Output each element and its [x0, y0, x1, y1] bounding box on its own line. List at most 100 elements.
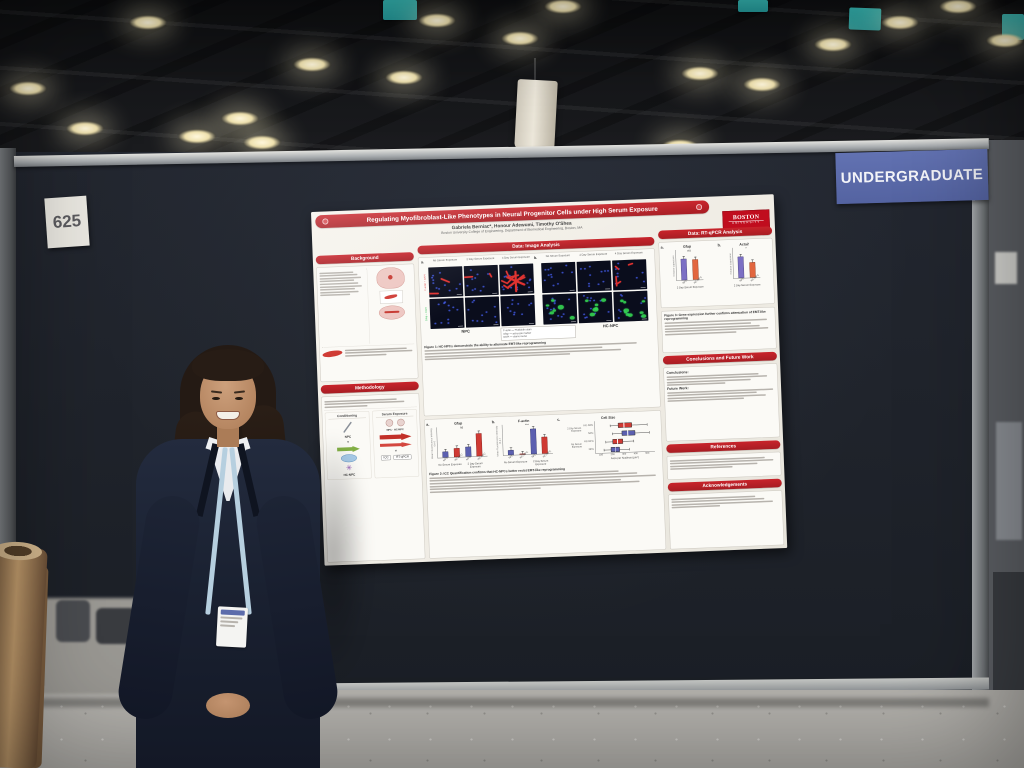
dapi-nucleus	[438, 288, 441, 290]
error-bar	[683, 256, 685, 260]
board-floor-shadow	[14, 698, 989, 707]
x-tick-label: 200	[610, 453, 615, 457]
stain-legend: F-actin — Phalloidin stain Gfap — astroc…	[500, 324, 577, 341]
whisker-cap	[612, 432, 613, 436]
dapi-nucleus	[432, 279, 435, 281]
dapi-nucleus	[448, 309, 451, 312]
category-sign-label: UNDERGRADUATE	[840, 166, 984, 187]
dapi-nucleus	[619, 310, 622, 313]
median-line	[627, 430, 629, 436]
group-label: 2 Day Serum Exposure	[467, 462, 483, 469]
dapi-nucleus	[455, 287, 458, 290]
dapi-nucleus	[511, 299, 514, 301]
ceiling-light	[986, 33, 1024, 48]
gfap-cell	[641, 300, 646, 303]
col-header: 4 Day Serum Exposure	[614, 251, 643, 256]
gfap-cell	[594, 303, 599, 306]
spinal-cord-section-illustration	[376, 266, 405, 290]
col-header: 4 Day Serum Exposure	[501, 255, 530, 260]
dapi-nucleus	[589, 274, 592, 276]
ceiling-light	[129, 15, 167, 30]
dapi-nucleus	[579, 268, 582, 270]
chart-group-labels: 2 Day Serum Exposure	[677, 285, 704, 290]
hanging-sign-teal	[383, 0, 417, 20]
chart-title: Acta2	[739, 242, 749, 247]
microscopy-grid	[428, 259, 649, 329]
person	[114, 345, 342, 768]
gfap-cell	[569, 316, 575, 320]
dapi-nucleus	[592, 299, 595, 302]
gfap-cell	[592, 307, 599, 312]
microscopy-grid-wrap: F-actin + DAPI Gfap + DAPI	[421, 259, 654, 329]
group-label: No Serum Exposure	[503, 460, 528, 465]
dapi-nucleus	[616, 272, 619, 275]
background-diagram	[366, 266, 415, 344]
person-eye	[235, 397, 243, 401]
logo-line2: UNIVERSITY	[731, 220, 761, 225]
section-header-references: References	[666, 440, 781, 454]
ceiling-light	[939, 0, 977, 14]
bu-seal-icon	[695, 203, 703, 211]
error-bar	[740, 253, 742, 257]
scale-bar	[457, 325, 463, 327]
group-label-npc: NPC	[461, 328, 470, 334]
person-hair	[192, 349, 264, 381]
dapi-nucleus	[606, 270, 609, 272]
whisker-cap	[603, 448, 605, 452]
row-label: NPC	[588, 448, 595, 452]
gfap-cell	[589, 312, 596, 317]
chart-plot	[594, 419, 655, 455]
microscopy-image	[613, 290, 649, 322]
ceiling-light	[743, 77, 781, 92]
figure3-body	[664, 318, 773, 336]
ceiling-light	[243, 135, 281, 150]
significance-annotation: ns	[459, 426, 464, 430]
qpcr-acta2-chart: Acta2 Relative Expression * NPC HC-NPC 2 Day …	[719, 242, 772, 288]
dapi-nucleus	[562, 313, 565, 316]
dapi-nucleus	[432, 282, 435, 285]
scale-bar	[569, 289, 575, 291]
dapi-nucleus	[447, 304, 450, 307]
icc-charts-row: a. Gfap Mean Fluorescence Intensity (a.u.…	[426, 414, 660, 471]
whisker-cap	[605, 440, 607, 444]
microscopy-image	[576, 260, 612, 292]
panel-letter-b: b.	[717, 242, 721, 248]
qpcr-panel: a. Gfap Relative Expression ns NPC HC-NPC 2 D…	[658, 237, 775, 309]
references-body	[669, 456, 778, 471]
research-poster: Regulating Myofibroblast-Like Phenotypes…	[311, 194, 788, 566]
error-bar	[456, 445, 458, 449]
microscopy-image	[499, 263, 535, 295]
dapi-nucleus	[456, 308, 459, 311]
chart-bar	[529, 426, 537, 455]
dapi-nucleus	[512, 313, 515, 316]
whisker-cap	[646, 423, 648, 426]
dapi-nucleus	[452, 306, 455, 309]
section-header-conclusions: Conclusions and Future Work	[662, 351, 778, 365]
col-header: 2 Day Serum Exposure	[466, 256, 495, 262]
chart-plot-area: * NPC HC-NPC 2 Day Serum Exposure	[732, 247, 761, 288]
dapi-nucleus	[470, 278, 474, 280]
gfap-cell	[551, 299, 555, 302]
dapi-nucleus	[482, 285, 485, 288]
gfap-cell	[623, 308, 630, 313]
bu-seal-icon	[322, 218, 329, 225]
dapi-nucleus	[476, 320, 479, 322]
significance-annotation: ns	[687, 248, 691, 253]
npc-label: NPC	[386, 428, 392, 432]
dapi-nucleus	[547, 268, 550, 271]
significance-annotation: ***	[525, 423, 529, 428]
ceiling-light	[681, 66, 719, 81]
dapi-nucleus	[469, 269, 472, 271]
x-tick-label: 400	[633, 452, 638, 456]
icc-gfap-chart: Gfap Mean Fluorescence Intensity (a.u.) ns…	[427, 421, 491, 471]
chart-body: Relative Expression * NPC HC-NPC 2 Day Serum…	[729, 247, 760, 288]
hanging-sign-teal	[738, 0, 768, 12]
dapi-nucleus	[600, 270, 603, 273]
dapi-nucleus	[582, 294, 585, 297]
microscopy-image	[428, 266, 464, 298]
dapi-nucleus	[589, 297, 592, 299]
box	[621, 430, 636, 436]
group-label: No Serum Exposure	[571, 443, 583, 449]
hcnpc-label: HC-NPC	[394, 427, 404, 432]
background-gap	[989, 140, 1024, 715]
